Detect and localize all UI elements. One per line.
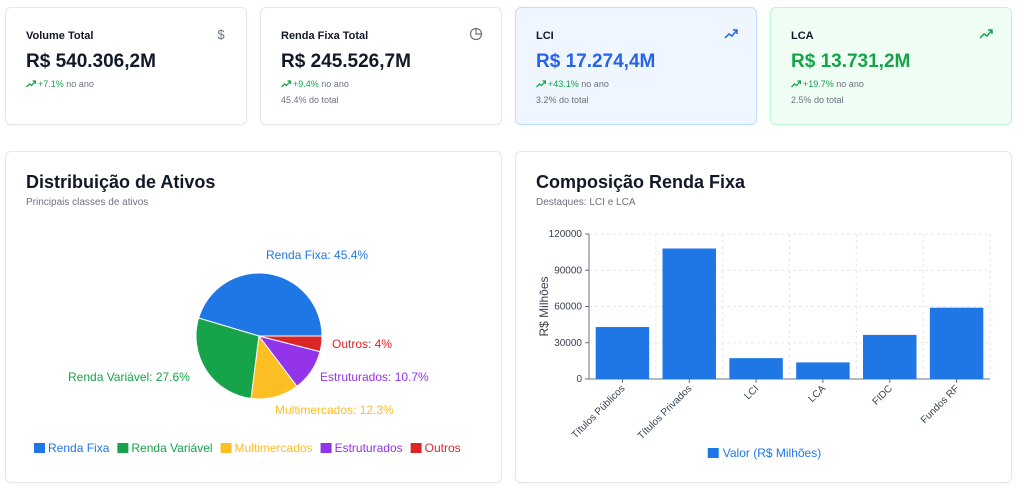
stat-value: R$ 17.274,4M (536, 51, 656, 72)
bar-chart: 0 30000 60000 90000 120000 R$ Milhões Títulos … (537, 229, 991, 460)
legend-item[interactable]: Estruturados (335, 441, 403, 455)
composition-panel: Composição Renda Fixa Destaques: LCI e L… (515, 151, 1012, 483)
legend-item[interactable]: Renda Variável (131, 441, 212, 455)
y-tick-label: 0 (576, 374, 582, 385)
bar[interactable] (929, 307, 984, 379)
change-percent: +19.7% (803, 79, 834, 89)
pie-slice-label: Outros: 4% (332, 337, 392, 351)
x-tick-label: FIDC (871, 383, 895, 407)
pie-chart-icon (469, 27, 483, 41)
panel-title: Composição Renda Fixa (536, 172, 746, 192)
x-tick-label: Títulos Privados (636, 383, 694, 441)
svg-text:$: $ (217, 27, 225, 41)
x-tick-label: LCI (742, 383, 761, 402)
trending-up-icon (281, 80, 292, 88)
stat-share: 2.5% do total (791, 95, 844, 105)
pie-chart: Renda Fixa: 45.4% Renda Variável: 27.6% Mu… (34, 248, 461, 455)
panel-subtitle: Principais classes de ativos (26, 197, 149, 208)
trending-up-icon (979, 29, 993, 39)
stat-share: 45.4% do total (281, 95, 339, 105)
trending-up-icon (791, 80, 802, 88)
x-tick-label: Títulos Públicos (570, 383, 628, 441)
stat-change: +9.4% no ano (281, 79, 349, 89)
change-suffix: no ano (836, 79, 864, 89)
panel-title: Distribuição de Ativos (26, 172, 216, 192)
legend-item[interactable]: Valor (R$ Milhões) (723, 446, 821, 460)
legend-item[interactable]: Renda Fixa (48, 441, 110, 455)
pie-slice-renda-fixa[interactable] (197, 272, 323, 337)
stat-share: 3.2% do total (536, 95, 589, 105)
bar[interactable] (662, 248, 716, 380)
dollar-icon: $ (217, 27, 225, 41)
x-tick-label: Fundos RF (919, 383, 962, 426)
stat-label: LCA (791, 30, 814, 42)
trending-up-icon (26, 80, 37, 88)
pie-slice-label: Multimercados: 12.3% (275, 403, 394, 417)
change-suffix: no ano (581, 79, 609, 89)
legend-swatch (410, 443, 422, 453)
stat-change: +43.1% no ano (536, 79, 609, 89)
stat-card-volume-total: Volume Total $ R$ 540.306,2M +7.1% no an… (5, 7, 247, 125)
stat-value: R$ 540.306,2M (26, 51, 156, 72)
change-percent: +7.1% (38, 79, 64, 89)
stat-card-lca: LCA R$ 13.731,2M +19.7% no ano 2.5% do t… (770, 7, 1012, 125)
pie-slice-label: Estruturados: 10.7% (320, 370, 429, 384)
legend-swatch (34, 443, 45, 453)
y-tick-label: 120000 (549, 229, 583, 240)
legend-swatch (117, 443, 129, 453)
pie-slice-renda-variavel[interactable] (195, 317, 260, 400)
distribution-panel: Distribuição de Ativos Principais classe… (5, 151, 502, 483)
stat-value: R$ 13.731,2M (791, 51, 911, 72)
pie-slice-label: Renda Fixa: 45.4% (266, 248, 368, 262)
change-suffix: no ano (321, 79, 349, 89)
change-percent: +9.4% (293, 79, 319, 89)
stat-label: Renda Fixa Total (281, 30, 369, 42)
stat-change: +19.7% no ano (791, 79, 864, 89)
stat-change: +7.1% no ano (26, 79, 94, 89)
legend-item[interactable]: Multimercados (235, 441, 313, 455)
change-suffix: no ano (66, 79, 94, 89)
legend-swatch (320, 443, 332, 453)
bar[interactable] (729, 358, 783, 379)
trending-up-icon (536, 80, 547, 88)
y-axis-label: R$ Milhões (537, 276, 551, 336)
stat-label: Volume Total (26, 30, 94, 42)
y-tick-label: 60000 (554, 302, 582, 313)
stat-value: R$ 245.526,7M (281, 51, 411, 72)
stat-card-lci: LCI R$ 17.274,4M +43.1% no ano 3.2% do t… (515, 7, 757, 125)
bar[interactable] (595, 327, 650, 379)
legend-swatch (220, 443, 232, 453)
stat-label: LCI (536, 30, 554, 42)
change-percent: +43.1% (548, 79, 579, 89)
legend-item[interactable]: Outros (425, 441, 461, 455)
pie-slice-label: Renda Variável: 27.6% (68, 370, 190, 384)
pie-slice-outros[interactable] (258, 335, 323, 353)
x-tick-label: LCA (807, 383, 829, 405)
bar[interactable] (796, 362, 850, 379)
bar[interactable] (863, 334, 917, 379)
stat-card-renda-fixa-total: Renda Fixa Total R$ 245.526,7M +9.4% no … (260, 7, 502, 125)
y-tick-label: 30000 (554, 338, 582, 349)
panel-subtitle: Destaques: LCI e LCA (536, 197, 636, 208)
trending-up-icon (724, 29, 738, 39)
y-tick-label: 90000 (554, 265, 582, 276)
legend-swatch (707, 448, 719, 458)
